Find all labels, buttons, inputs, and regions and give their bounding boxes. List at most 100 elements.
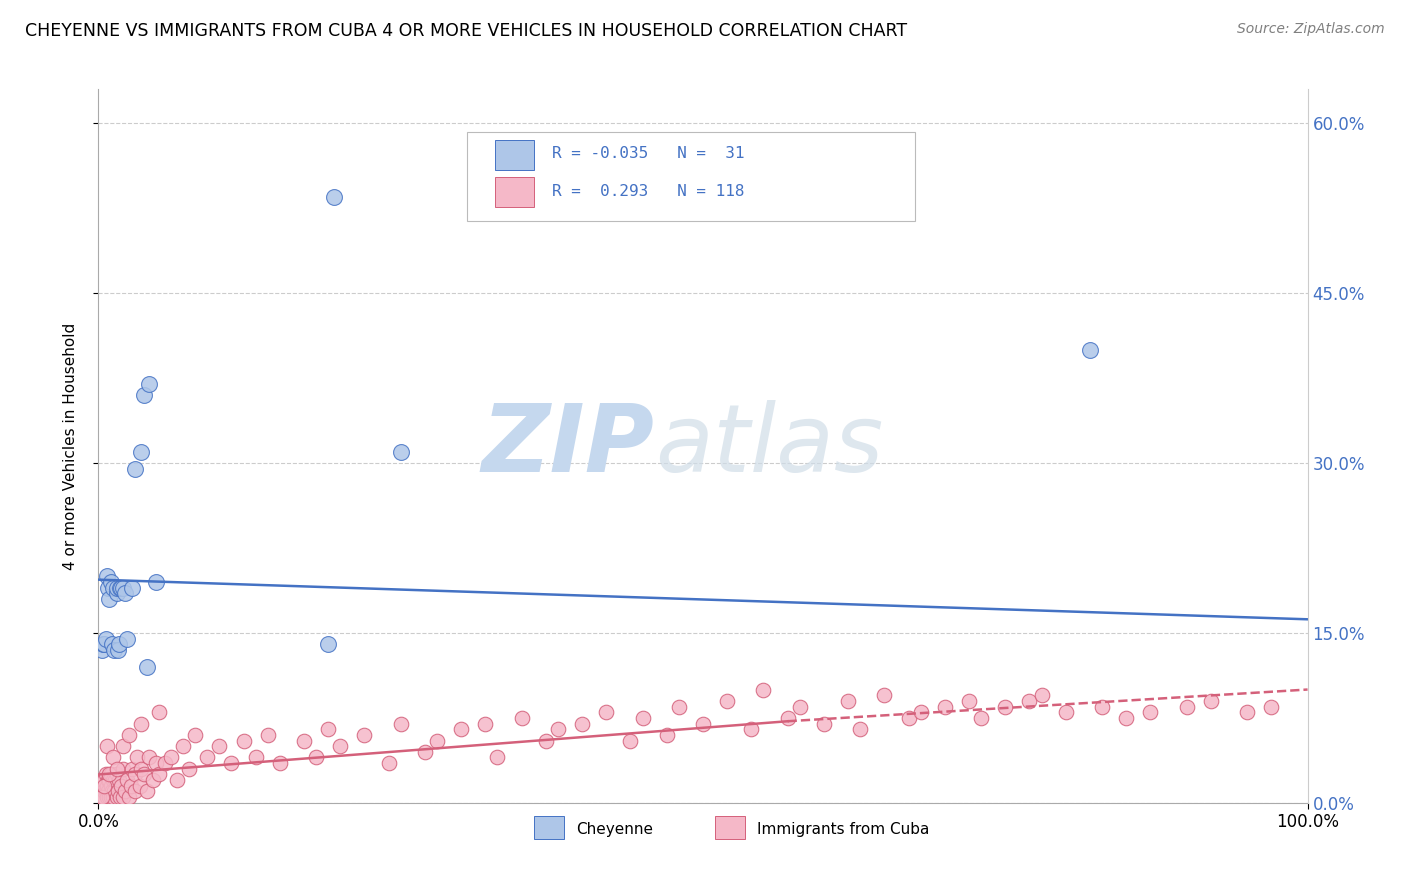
Point xyxy=(127,750,149,764)
Point xyxy=(101,581,124,595)
Point xyxy=(101,773,124,788)
Bar xyxy=(534,815,564,839)
Point xyxy=(377,756,399,771)
Point xyxy=(789,699,811,714)
Point xyxy=(486,750,509,764)
Point xyxy=(110,779,132,793)
Text: atlas: atlas xyxy=(655,401,883,491)
Point xyxy=(221,756,243,771)
Point xyxy=(134,767,156,781)
Point xyxy=(1199,694,1222,708)
Point xyxy=(100,637,122,651)
Point xyxy=(108,790,131,805)
Point xyxy=(323,190,346,204)
Point xyxy=(107,784,129,798)
Text: CHEYENNE VS IMMIGRANTS FROM CUBA 4 OR MORE VEHICLES IN HOUSEHOLD CORRELATION CHA: CHEYENNE VS IMMIGRANTS FROM CUBA 4 OR MO… xyxy=(25,22,907,40)
Text: Source: ZipAtlas.com: Source: ZipAtlas.com xyxy=(1237,22,1385,37)
Point xyxy=(105,767,128,781)
Point xyxy=(114,784,136,798)
Point xyxy=(873,688,896,702)
Point xyxy=(91,643,114,657)
Point xyxy=(121,762,143,776)
Point xyxy=(145,756,167,771)
Point xyxy=(353,728,375,742)
Text: Cheyenne: Cheyenne xyxy=(576,822,652,837)
Point xyxy=(184,728,207,742)
Bar xyxy=(716,815,745,839)
Point xyxy=(124,767,146,781)
Point xyxy=(91,637,114,651)
Point xyxy=(316,637,339,651)
Point xyxy=(111,581,134,595)
Point xyxy=(98,773,121,788)
Point xyxy=(329,739,352,754)
Point xyxy=(94,767,117,781)
Point xyxy=(474,716,496,731)
Point xyxy=(145,574,167,589)
Point xyxy=(101,790,124,805)
Point xyxy=(534,733,557,747)
Point xyxy=(208,739,231,754)
Point xyxy=(668,699,690,714)
Point xyxy=(100,779,122,793)
Point xyxy=(111,762,134,776)
Point xyxy=(269,756,291,771)
Point xyxy=(256,728,278,742)
Text: ZIP: ZIP xyxy=(482,400,655,492)
Point xyxy=(100,784,122,798)
Point xyxy=(105,586,128,600)
Point xyxy=(96,569,118,583)
Point xyxy=(389,444,412,458)
Point xyxy=(108,637,131,651)
Point xyxy=(138,750,160,764)
Point xyxy=(776,711,799,725)
Point xyxy=(97,581,120,595)
Point xyxy=(305,750,328,764)
Point xyxy=(135,784,157,798)
Point xyxy=(934,699,956,714)
Point xyxy=(94,784,117,798)
Point xyxy=(118,790,141,805)
Point xyxy=(1236,705,1258,719)
Point xyxy=(716,694,738,708)
Point xyxy=(129,762,152,776)
Point xyxy=(245,750,267,764)
Bar xyxy=(495,140,534,169)
Point xyxy=(1260,699,1282,714)
Point xyxy=(124,461,146,475)
Point xyxy=(117,632,139,646)
Point xyxy=(124,784,146,798)
Point xyxy=(93,637,115,651)
Point xyxy=(103,784,125,798)
Point xyxy=(129,716,152,731)
Point xyxy=(619,733,641,747)
Point xyxy=(107,643,129,657)
Point xyxy=(103,643,125,657)
Point xyxy=(91,784,114,798)
Point xyxy=(752,682,775,697)
Point xyxy=(195,750,218,764)
Point xyxy=(98,591,121,606)
Point xyxy=(1139,705,1161,719)
Point xyxy=(692,716,714,731)
Point xyxy=(96,779,118,793)
Point xyxy=(117,773,139,788)
Point xyxy=(118,728,141,742)
Point xyxy=(121,581,143,595)
Point xyxy=(153,756,176,771)
Point xyxy=(172,739,194,754)
Point xyxy=(93,779,115,793)
Point xyxy=(91,773,114,788)
Point xyxy=(93,773,115,788)
Point xyxy=(100,574,122,589)
Point xyxy=(100,767,122,781)
Point xyxy=(1031,688,1053,702)
Point xyxy=(232,733,254,747)
Bar xyxy=(495,177,534,207)
Point xyxy=(111,739,134,754)
Point xyxy=(91,773,114,788)
Point xyxy=(179,762,201,776)
Point xyxy=(105,762,128,776)
Point xyxy=(631,711,654,725)
Point xyxy=(111,790,134,805)
